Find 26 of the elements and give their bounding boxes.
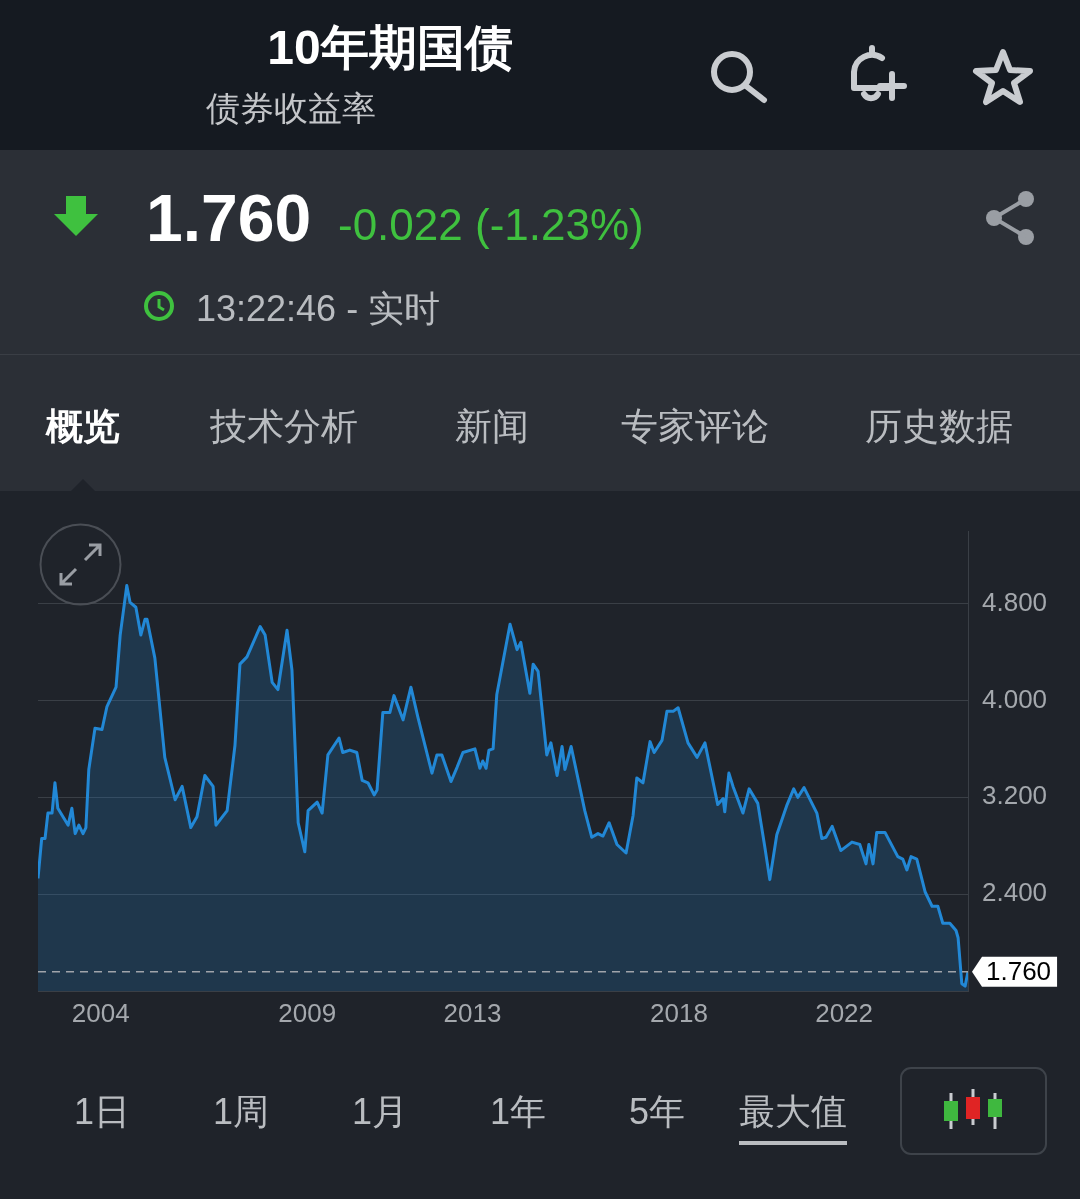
text: 最大值 bbox=[739, 1088, 847, 1145]
ref-line-label: 1.760 bbox=[986, 955, 1052, 986]
y-tick-label: 4.000 bbox=[982, 683, 1048, 714]
text: 5年 bbox=[629, 1090, 686, 1134]
text: 概览 bbox=[46, 405, 120, 449]
text: 新闻 bbox=[455, 405, 529, 449]
y-tick-label: 3.200 bbox=[982, 780, 1048, 811]
x-tick-label: 2022 bbox=[815, 997, 874, 1028]
chart-subtitle: 债券收益率 bbox=[206, 88, 376, 129]
y-tick-label: 2.400 bbox=[982, 877, 1048, 908]
text: -0.022 (-1.23%) bbox=[338, 200, 644, 250]
text: 1周 bbox=[213, 1090, 270, 1134]
x-tick-label: 2018 bbox=[650, 997, 708, 1028]
x-tick-label: 2004 bbox=[71, 997, 130, 1028]
text: 历史数据 bbox=[865, 405, 1013, 449]
x-tick-label: 2013 bbox=[443, 997, 502, 1028]
text: 13:22:46 - 实时 bbox=[196, 287, 441, 331]
chart-title: 10年期国债 bbox=[266, 20, 514, 76]
text: 1月 bbox=[352, 1090, 409, 1134]
text: 专家评论 bbox=[621, 405, 769, 449]
text: 1.760 bbox=[146, 180, 312, 256]
y-tick-label: 4.800 bbox=[982, 586, 1048, 617]
text: 1日 bbox=[74, 1090, 131, 1134]
x-tick-label: 2009 bbox=[278, 997, 337, 1028]
text: 技术分析 bbox=[210, 405, 358, 449]
text: 1年 bbox=[490, 1090, 547, 1134]
